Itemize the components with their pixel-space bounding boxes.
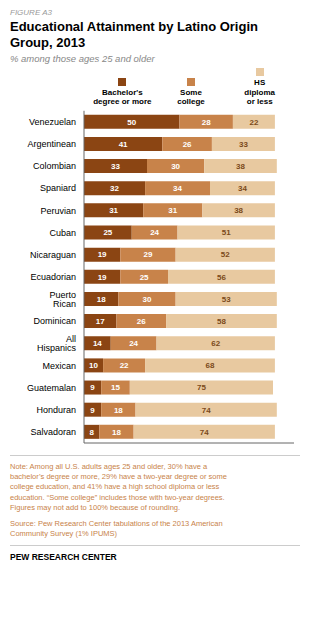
svg-text:33: 33 xyxy=(239,140,248,149)
html-text:Educational Attainment by Lati: Educational Attainment by Latino Origin … xyxy=(10,19,258,50)
svg-text:19: 19 xyxy=(98,251,107,260)
svg-text:18: 18 xyxy=(112,428,121,437)
svg-text:Argentinean: Argentinean xyxy=(27,139,76,149)
svg-text:9: 9 xyxy=(90,384,95,393)
svg-text:Peruvian: Peruvian xyxy=(40,206,76,216)
svg-text:25: 25 xyxy=(103,229,112,238)
svg-text:Ecuadorian: Ecuadorian xyxy=(30,272,76,282)
svg-text:38: 38 xyxy=(236,162,245,171)
svg-text:30: 30 xyxy=(171,162,180,171)
svg-text:10: 10 xyxy=(89,361,98,370)
svg-text:Colombian: Colombian xyxy=(33,162,76,172)
svg-text:41: 41 xyxy=(119,140,128,149)
svg-text:26: 26 xyxy=(183,140,192,149)
svg-text:34: 34 xyxy=(173,184,182,193)
html-text:PEW RESEARCH CENTER: PEW RESEARCH CENTER xyxy=(10,552,117,563)
svg-text:Spaniard: Spaniard xyxy=(40,184,76,194)
svg-text:18: 18 xyxy=(114,406,123,415)
svg-text:Mexican: Mexican xyxy=(42,361,76,371)
html-text:HS diploma or less: HS diploma or less xyxy=(244,78,275,107)
svg-text:29: 29 xyxy=(144,251,153,260)
svg-text:18: 18 xyxy=(97,295,106,304)
svg-text:Salvadoran: Salvadoran xyxy=(30,427,76,437)
html-text:Source: Pew Research Center ta: Source: Pew Research Center tabulations … xyxy=(10,518,223,538)
svg-text:22: 22 xyxy=(249,118,258,127)
svg-text:22: 22 xyxy=(120,361,129,370)
svg-text:50: 50 xyxy=(127,118,136,127)
svg-text:30: 30 xyxy=(143,295,152,304)
svg-text:53: 53 xyxy=(222,295,231,304)
svg-text:52: 52 xyxy=(221,251,230,260)
svg-text:14: 14 xyxy=(93,339,102,348)
svg-text:19: 19 xyxy=(98,273,107,282)
svg-text:56: 56 xyxy=(217,273,226,282)
svg-text:17: 17 xyxy=(96,317,105,326)
svg-text:Venezuelan: Venezuelan xyxy=(29,117,76,127)
svg-text:74: 74 xyxy=(200,428,209,437)
svg-text:25: 25 xyxy=(140,273,149,282)
html-text:FIGURE A3: FIGURE A3 xyxy=(10,8,52,17)
svg-text:31: 31 xyxy=(168,206,177,215)
svg-text:Dominican: Dominican xyxy=(33,317,76,327)
html-text:Note: Among all U.S. adults ag: Note: Among all U.S. adults ages 25 and … xyxy=(10,462,227,512)
svg-text:32: 32 xyxy=(110,184,119,193)
svg-text:26: 26 xyxy=(137,317,146,326)
svg-text:Guatemalan: Guatemalan xyxy=(27,383,76,393)
html-text:Bachelor's degree or more: Bachelor's degree or more xyxy=(93,87,152,107)
svg-text:75: 75 xyxy=(197,384,206,393)
svg-text:24: 24 xyxy=(129,339,138,348)
svg-text:9: 9 xyxy=(90,406,95,415)
svg-text:15: 15 xyxy=(111,384,120,393)
svg-text:PuertoRican: PuertoRican xyxy=(49,290,76,309)
svg-text:62: 62 xyxy=(211,339,220,348)
svg-text:31: 31 xyxy=(109,206,118,215)
svg-text:58: 58 xyxy=(217,317,226,326)
svg-text:51: 51 xyxy=(222,229,231,238)
svg-text:Nicaraguan: Nicaraguan xyxy=(30,250,76,260)
svg-text:74: 74 xyxy=(202,406,211,415)
svg-text:AllHispanics: AllHispanics xyxy=(37,334,77,353)
svg-text:Honduran: Honduran xyxy=(36,405,76,415)
svg-text:34: 34 xyxy=(238,184,247,193)
html-text:% among those ages 25 and olde: % among those ages 25 and older xyxy=(10,53,155,65)
svg-text:28: 28 xyxy=(202,118,211,127)
svg-text:38: 38 xyxy=(234,206,243,215)
svg-text:8: 8 xyxy=(89,428,94,437)
svg-text:24: 24 xyxy=(150,229,159,238)
svg-text:Cuban: Cuban xyxy=(49,228,76,238)
svg-text:68: 68 xyxy=(206,361,215,370)
svg-text:33: 33 xyxy=(111,162,120,171)
html-text:Some college: Some college xyxy=(177,87,205,107)
